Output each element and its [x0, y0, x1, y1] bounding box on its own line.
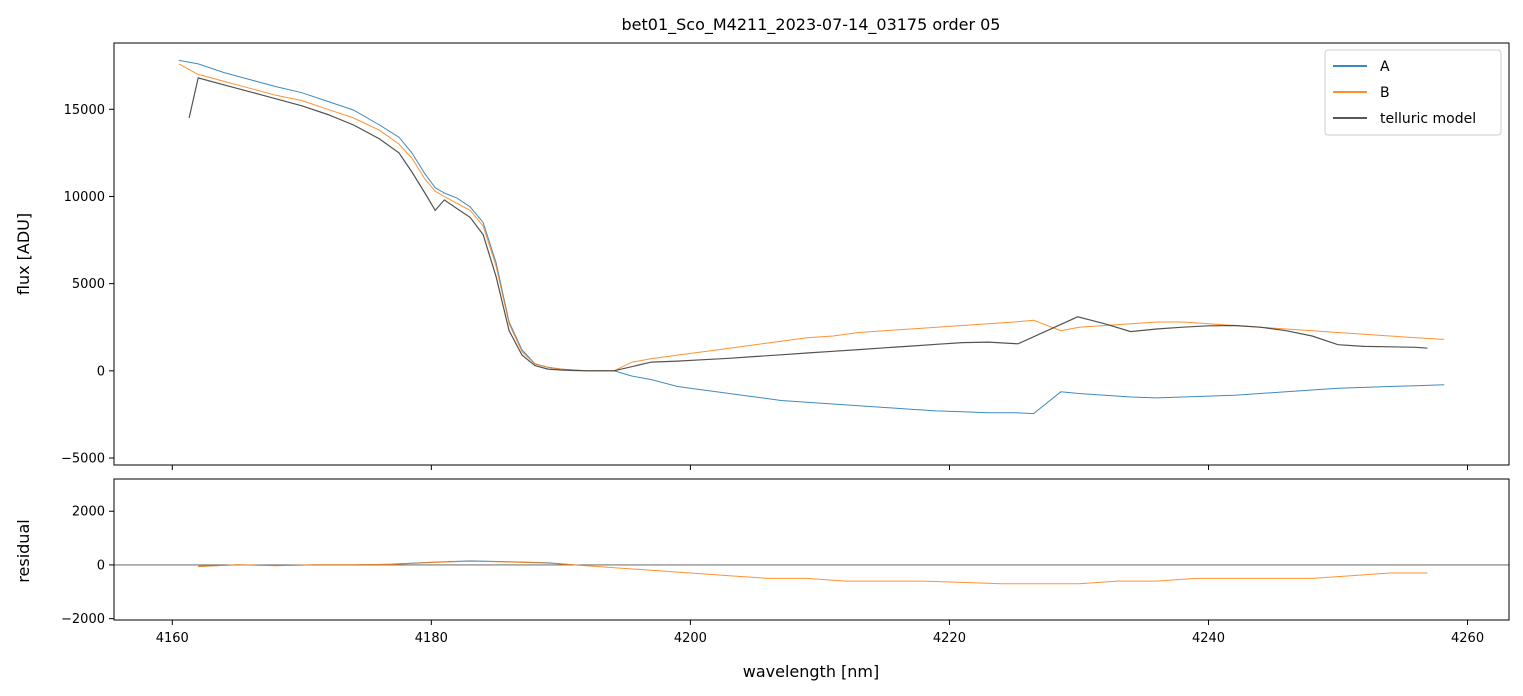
flux-series-b	[178, 63, 1445, 372]
legend-label-b: B	[1380, 85, 1390, 101]
residual-x-axis: 4160 4180 4200 4220 4240 4260	[156, 620, 1484, 646]
flux-axes-frame	[113, 42, 1510, 466]
flux-panel: bet01_Sco_M4211_2023-07-14_03175 order 0…	[14, 15, 1510, 470]
residual-series-b	[198, 560, 1428, 585]
legend: A B telluric model	[1324, 49, 1502, 136]
flux-y-tick-label: 15000	[64, 103, 105, 118]
residual-axes-frame	[113, 478, 1510, 621]
flux-y-tick-label: 0	[97, 364, 105, 379]
flux-y-axis: −5000 0 5000 10000 15000	[61, 103, 114, 467]
residual-x-tick-label: 4200	[674, 631, 707, 646]
residual-x-tick-label: 4220	[933, 631, 966, 646]
flux-series-a	[178, 59, 1445, 415]
residual-x-tick-label: 4240	[1192, 631, 1225, 646]
residual-y-tick-label: −2000	[61, 612, 105, 627]
residual-plot-area	[114, 560, 1509, 585]
flux-series-telluric-model	[188, 77, 1428, 372]
residual-x-tick-label: 4160	[156, 631, 189, 646]
x-axis-label: wavelength [nm]	[743, 662, 880, 681]
legend-box	[1324, 49, 1502, 136]
residual-y-label: residual	[14, 519, 33, 582]
flux-y-label: flux [ADU]	[14, 213, 33, 295]
legend-label-telluric: telluric model	[1380, 111, 1476, 127]
residual-y-tick-label: 0	[97, 558, 105, 573]
flux-y-tick-label: 10000	[64, 190, 105, 205]
residual-y-tick-label: 2000	[72, 505, 105, 520]
residual-y-axis: −2000 0 2000	[61, 505, 114, 627]
flux-x-axis	[171, 465, 1469, 470]
flux-y-tick-label: −5000	[61, 452, 105, 467]
flux-y-tick-label: 5000	[72, 277, 105, 292]
chart-title: bet01_Sco_M4211_2023-07-14_03175 order 0…	[622, 15, 1001, 35]
flux-plot-area	[178, 59, 1445, 415]
legend-label-a: A	[1380, 59, 1390, 75]
residual-x-tick-label: 4180	[415, 631, 448, 646]
residual-panel: −2000 0 2000 4160 4180 4200 4220 4240 4260 resi…	[14, 478, 1510, 681]
residual-x-tick-label: 4260	[1451, 631, 1484, 646]
